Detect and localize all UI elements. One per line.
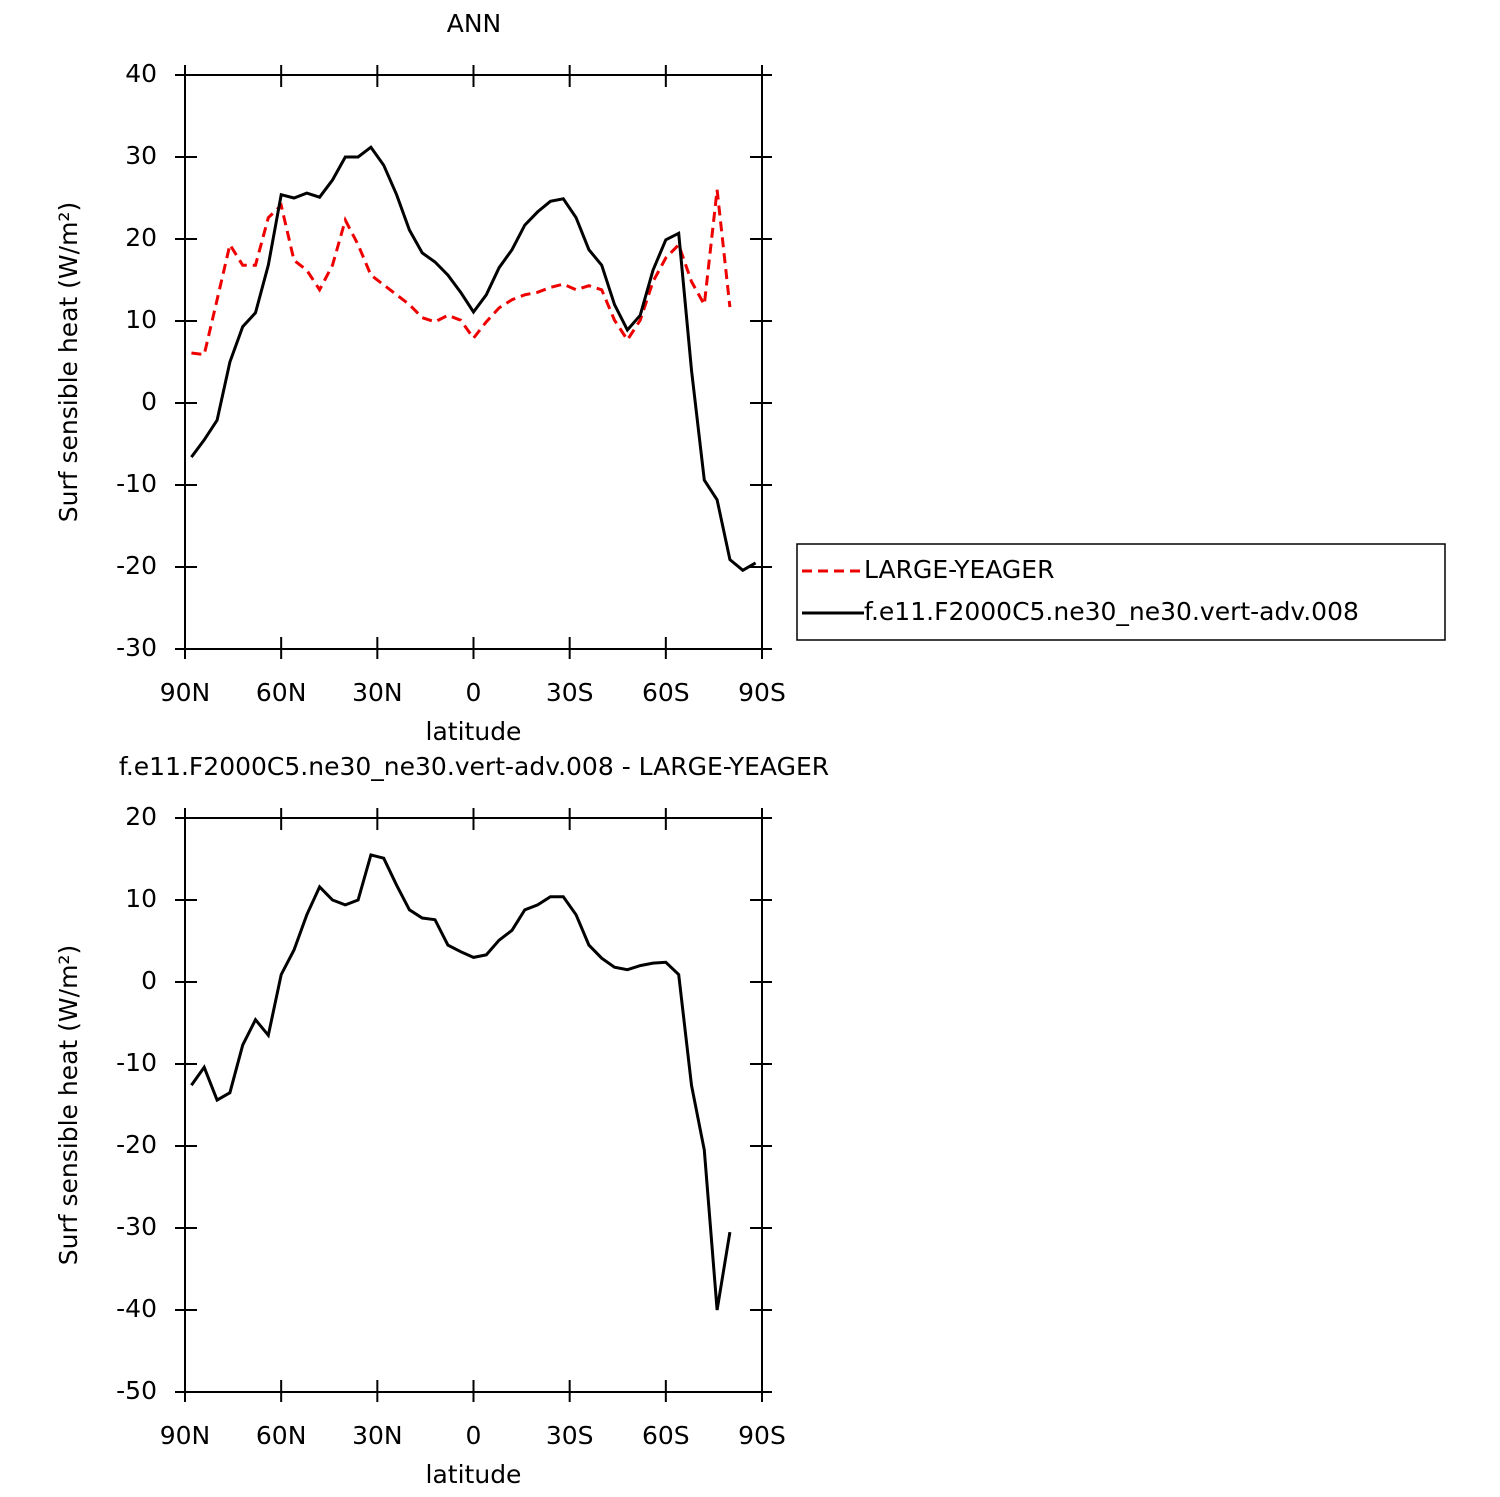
x-tick-label: 60N [256, 1421, 307, 1450]
x-tick-label: 90N [160, 1421, 211, 1450]
y-tick-label: -10 [116, 469, 157, 498]
x-tick-label: 60N [256, 678, 307, 707]
x-tick-label: 60S [642, 1421, 690, 1450]
y-tick-label: 0 [141, 966, 157, 995]
y-tick-label: -40 [116, 1294, 157, 1323]
y-tick-label: 10 [125, 305, 157, 334]
y-tick-label: -30 [116, 1212, 157, 1241]
y-tick-label: 40 [125, 59, 157, 88]
y-tick-label: 30 [125, 141, 157, 170]
data-line [190, 145, 757, 573]
x-tick-label: 30S [546, 1421, 594, 1450]
x-tick-label: 30N [352, 1421, 403, 1450]
legend-label: LARGE-YEAGER [864, 555, 1054, 584]
x-tick-label: 90S [738, 1421, 786, 1450]
legend-box [796, 543, 1446, 641]
x-tick-label: 30N [352, 678, 403, 707]
y-tick-label: 20 [125, 223, 157, 252]
y-tick-label: -20 [116, 1130, 157, 1159]
y-tick-label: -10 [116, 1048, 157, 1077]
x-tick-label: 0 [466, 1421, 482, 1450]
y-tick-label: 10 [125, 884, 157, 913]
chart-title: f.e11.F2000C5.ne30_ne30.vert-adv.008 - L… [119, 752, 829, 781]
y-tick-label: -20 [116, 551, 157, 580]
x-tick-label: 30S [546, 678, 594, 707]
legend-label: f.e11.F2000C5.ne30_ne30.vert-adv.008 [864, 597, 1359, 626]
y-tick-label: 0 [141, 387, 157, 416]
x-axis-label: latitude [426, 717, 522, 746]
y-tick-label: -30 [116, 633, 157, 662]
x-axis-label: latitude [426, 1460, 522, 1489]
y-tick-label: 20 [125, 802, 157, 831]
plot-frame [184, 817, 763, 1393]
x-tick-label: 60S [642, 678, 690, 707]
x-tick-label: 90N [160, 678, 211, 707]
x-tick-label: 90S [738, 678, 786, 707]
y-axis-label: Surf sensible heat (W/m²) [54, 202, 83, 522]
chart-title: ANN [447, 9, 502, 38]
x-tick-label: 0 [466, 678, 482, 707]
data-line [190, 853, 732, 1311]
plot-frame [184, 74, 763, 650]
y-axis-label: Surf sensible heat (W/m²) [54, 945, 83, 1265]
y-tick-label: -50 [116, 1376, 157, 1405]
data-line [191, 189, 732, 357]
